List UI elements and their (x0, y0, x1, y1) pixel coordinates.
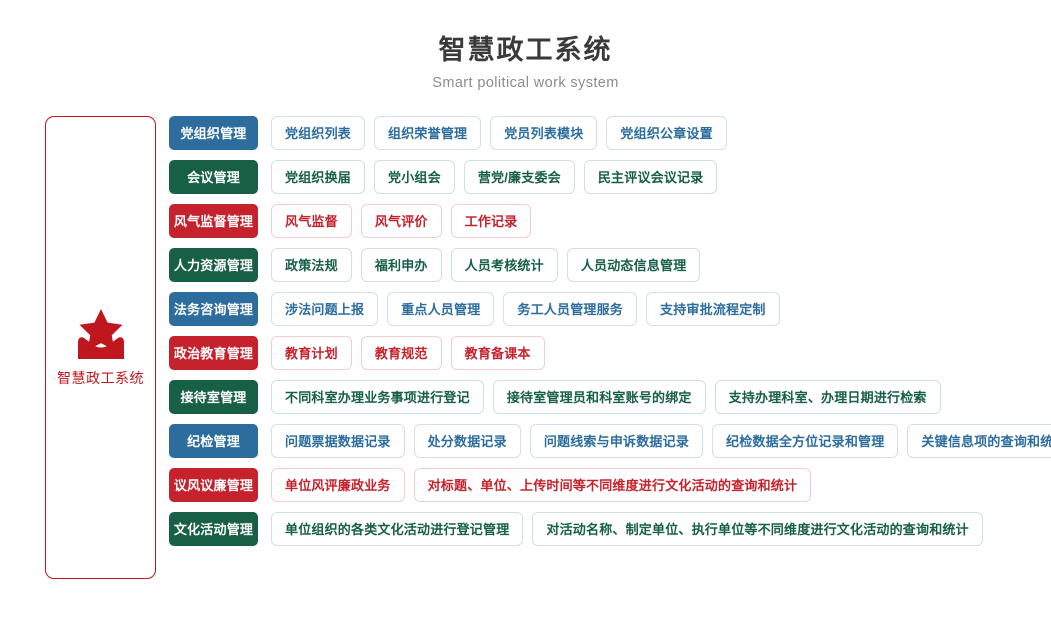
module-tile[interactable]: 对活动名称、制定单位、执行单位等不同维度进行文化活动的查询和统计 (532, 511, 983, 546)
module-item-list: 单位风评廉政业务 对标题、单位、上传时间等不同维度进行文化活动的查询和统计 (271, 467, 812, 502)
module-tile[interactable]: 党组织列表 (271, 115, 366, 150)
module-tile[interactable]: 组织荣誉管理 (374, 115, 482, 150)
module-row: 会议管理 党组织换届 党小组会 营党/廉支委会 民主评议会议记录 (169, 159, 1051, 194)
sidebar-brand-panel: 智慧政工系统 (45, 115, 156, 579)
module-item-list: 政策法规 福利申办 人员考核统计 人员动态信息管理 (271, 247, 701, 282)
module-row: 文化活动管理 单位组织的各类文化活动进行登记管理 对活动名称、制定单位、执行单位等不… (169, 511, 1051, 546)
page-title: 智慧政工系统 (438, 35, 613, 65)
content-area: 智慧政工系统 党组织管理 党组织列表 组织荣誉管理 党员列表模块 党组织公章设置 会议管理… (0, 115, 1051, 579)
module-tile[interactable]: 教育计划 (271, 335, 352, 370)
category-chip[interactable]: 人力资源管理 (169, 247, 258, 282)
module-row: 政治教育管理 教育计划 教育规范 教育备课本 (169, 335, 1051, 370)
module-tile[interactable]: 对标题、单位、上传时间等不同维度进行文化活动的查询和统计 (413, 467, 812, 502)
module-tile[interactable]: 问题票据数据记录 (271, 423, 405, 458)
category-chip[interactable]: 议风议廉管理 (169, 467, 258, 502)
module-row: 接待室管理 不同科室办理业务事项进行登记 接待室管理员和科室账号的绑定 支持办理科室、… (169, 379, 1051, 414)
module-row: 法务咨询管理 涉法问题上报 重点人员管理 务工人员管理服务 支持审批流程定制 (169, 291, 1051, 326)
module-item-list: 教育计划 教育规范 教育备课本 (271, 335, 545, 370)
module-item-list: 党组织换届 党小组会 营党/廉支委会 民主评议会议记录 (271, 159, 718, 194)
module-row: 纪检管理 问题票据数据记录 处分数据记录 问题线索与申诉数据记录 纪检数据全方位记录和管… (169, 423, 1051, 458)
module-item-list: 单位组织的各类文化活动进行登记管理 对活动名称、制定单位、执行单位等不同维度进行文… (271, 511, 983, 546)
module-row: 人力资源管理 政策法规 福利申办 人员考核统计 人员动态信息管理 (169, 247, 1051, 282)
module-tile[interactable]: 人员考核统计 (450, 247, 558, 282)
module-tile[interactable]: 纪检数据全方位记录和管理 (712, 423, 899, 458)
module-tile[interactable]: 工作记录 (450, 203, 532, 238)
module-tile[interactable]: 支持办理科室、办理日期进行检索 (714, 379, 941, 414)
module-tile[interactable]: 单位组织的各类文化活动进行登记管理 (271, 511, 524, 546)
sidebar-brand-label: 智慧政工系统 (57, 369, 144, 386)
module-tile[interactable]: 务工人员管理服务 (503, 291, 638, 326)
module-row: 党组织管理 党组织列表 组织荣誉管理 党员列表模块 党组织公章设置 (169, 115, 1051, 150)
category-chip[interactable]: 党组织管理 (169, 115, 258, 150)
module-tile[interactable]: 人员动态信息管理 (566, 247, 701, 282)
module-tile[interactable]: 不同科室办理业务事项进行登记 (271, 379, 484, 414)
category-chip[interactable]: 接待室管理 (169, 379, 258, 414)
category-chip[interactable]: 法务咨询管理 (169, 291, 258, 326)
page-subtitle: Smart political work system (432, 74, 619, 91)
module-tile[interactable]: 民主评议会议记录 (583, 159, 718, 194)
category-chip[interactable]: 文化活动管理 (169, 511, 258, 546)
module-tile[interactable]: 涉法问题上报 (271, 291, 379, 326)
page-header: 智慧政工系统 Smart political work system (0, 0, 1051, 91)
module-tile[interactable]: 党组织公章设置 (606, 115, 727, 150)
module-item-list: 不同科室办理业务事项进行登记 接待室管理员和科室账号的绑定 支持办理科室、办理日期进… (271, 379, 941, 414)
module-tile[interactable]: 党组织换届 (271, 159, 366, 194)
module-item-list: 问题票据数据记录 处分数据记录 问题线索与申诉数据记录 纪检数据全方位记录和管理 关键信… (271, 423, 1051, 458)
module-item-list: 党组织列表 组织荣誉管理 党员列表模块 党组织公章设置 (271, 115, 727, 150)
category-chip[interactable]: 纪检管理 (169, 423, 258, 458)
red-star-emblem-icon (77, 308, 124, 359)
module-matrix: 党组织管理 党组织列表 组织荣誉管理 党员列表模块 党组织公章设置 会议管理 党组织换届 党小… (169, 115, 1051, 546)
category-chip[interactable]: 会议管理 (169, 159, 258, 194)
module-tile[interactable]: 风气评价 (360, 203, 442, 238)
module-tile[interactable]: 问题线索与申诉数据记录 (529, 423, 704, 458)
module-tile[interactable]: 风气监督 (271, 203, 352, 238)
category-chip[interactable]: 政治教育管理 (169, 335, 258, 370)
module-tile[interactable]: 重点人员管理 (387, 291, 495, 326)
module-tile[interactable]: 处分数据记录 (413, 423, 521, 458)
module-tile[interactable]: 关键信息项的查询和统计 (907, 423, 1051, 458)
module-tile[interactable]: 福利申办 (360, 247, 442, 282)
module-item-list: 风气监督 风气评价 工作记录 (271, 203, 532, 238)
module-tile[interactable]: 接待室管理员和科室账号的绑定 (492, 379, 706, 414)
module-row: 议风议廉管理 单位风评廉政业务 对标题、单位、上传时间等不同维度进行文化活动的查询和… (169, 467, 1051, 502)
module-row: 风气监督管理 风气监督 风气评价 工作记录 (169, 203, 1051, 238)
module-tile[interactable]: 营党/廉支委会 (463, 159, 575, 194)
module-tile[interactable]: 党员列表模块 (490, 115, 598, 150)
module-tile[interactable]: 教育规范 (360, 335, 442, 370)
module-tile[interactable]: 党小组会 (374, 159, 455, 194)
category-chip[interactable]: 风气监督管理 (169, 203, 258, 238)
module-tile[interactable]: 单位风评廉政业务 (271, 467, 405, 502)
module-item-list: 涉法问题上报 重点人员管理 务工人员管理服务 支持审批流程定制 (271, 291, 780, 326)
module-tile[interactable]: 支持审批流程定制 (646, 291, 780, 326)
module-tile[interactable]: 政策法规 (271, 247, 352, 282)
module-tile[interactable]: 教育备课本 (450, 335, 545, 370)
